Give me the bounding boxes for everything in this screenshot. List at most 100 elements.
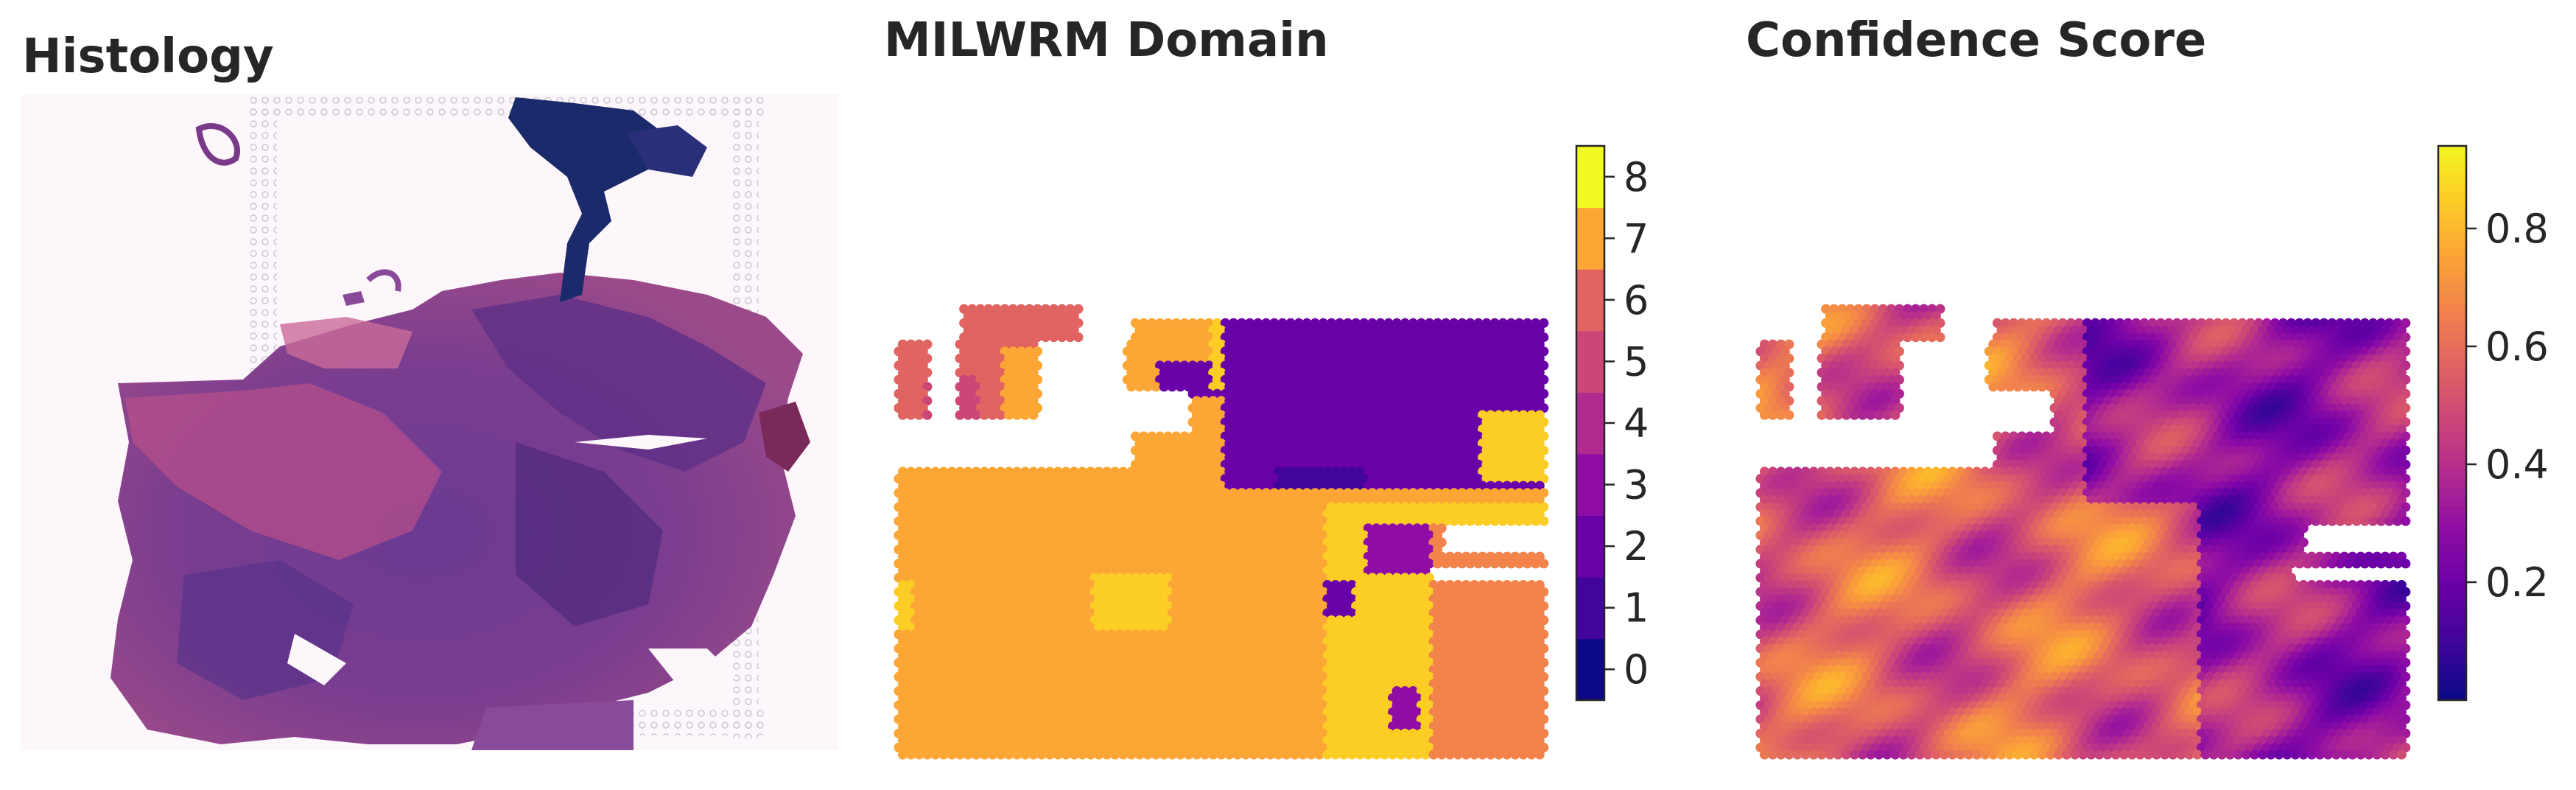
- domain-spot: [1498, 403, 1508, 413]
- domain-spot: [934, 742, 944, 752]
- domain-spot: [1351, 332, 1361, 343]
- domain-spot: [951, 742, 961, 752]
- domain-spot: [1192, 438, 1202, 449]
- domain-spot: [1220, 374, 1230, 385]
- domain-spot: [1506, 318, 1516, 328]
- domain-spot: [1077, 679, 1087, 689]
- domain-spot: [1016, 671, 1026, 682]
- domain-spot: [1053, 665, 1063, 675]
- domain-spot: [1204, 516, 1214, 526]
- domain-spot: [967, 615, 978, 626]
- domain-spot: [979, 693, 989, 703]
- domain-spot: [1208, 707, 1218, 717]
- domain-spot: [1424, 615, 1435, 626]
- domain-spot: [1102, 679, 1112, 689]
- domain-spot: [1081, 474, 1092, 484]
- domain-spot: [1175, 509, 1185, 520]
- domain-spot: [1277, 360, 1288, 371]
- domain-spot: [967, 587, 978, 597]
- domain-spot: [1196, 629, 1206, 640]
- domain-spot: [1277, 502, 1288, 512]
- domain-spot: [1465, 615, 1475, 626]
- domain-spot: [1098, 573, 1108, 583]
- domain-spot: [1040, 573, 1051, 583]
- domain-spot: [1314, 665, 1324, 675]
- domain-spot: [1081, 516, 1092, 526]
- domain-spot: [1212, 714, 1222, 724]
- domain-spot: [922, 622, 933, 632]
- confidence-spot: [1853, 332, 1864, 343]
- domain-spot: [1085, 651, 1096, 661]
- domain-spot: [1539, 474, 1549, 484]
- domain-spot: [918, 403, 928, 413]
- domain-spot: [1281, 509, 1292, 520]
- domain-spot: [1261, 388, 1271, 399]
- domain-spot: [1126, 382, 1137, 392]
- domain-spot: [1175, 707, 1185, 717]
- domain-spot: [1526, 693, 1537, 703]
- domain-spot: [1363, 438, 1373, 449]
- domain-spot: [906, 679, 916, 689]
- confidence-spot: [2274, 353, 2284, 363]
- domain-spot: [894, 601, 904, 611]
- domain-spot: [1102, 693, 1112, 703]
- confidence-spot: [2237, 360, 2247, 371]
- domain-spot: [1420, 438, 1431, 449]
- domain-spot: [1489, 431, 1500, 441]
- domain-spot: [1449, 728, 1459, 738]
- domain-spot: [1391, 686, 1402, 696]
- domain-spot: [1167, 622, 1177, 632]
- domain-spot: [1122, 360, 1132, 371]
- domain-spot: [1290, 410, 1300, 420]
- domain-spot: [1253, 671, 1263, 682]
- domain-spot: [1318, 615, 1328, 626]
- domain-spot: [922, 636, 933, 646]
- domain-spot: [1147, 587, 1157, 597]
- domain-spot: [947, 735, 957, 746]
- domain-spot: [1224, 368, 1235, 378]
- domain-spot: [1200, 636, 1210, 646]
- confidence-spot: [1853, 318, 1864, 328]
- domain-spot: [1318, 318, 1328, 328]
- domain-spot: [1163, 742, 1173, 752]
- domain-spot: [1506, 742, 1516, 752]
- domain-spot: [1187, 714, 1198, 724]
- domain-spot: [1232, 622, 1243, 632]
- domain-spot: [1167, 325, 1177, 335]
- domain-spot: [1383, 388, 1394, 399]
- domain-spot: [1012, 494, 1022, 505]
- domain-spot: [1000, 714, 1010, 724]
- domain-spot: [1314, 551, 1324, 562]
- domain-spot: [1310, 587, 1320, 597]
- domain-spot: [1436, 749, 1447, 760]
- domain-spot: [1383, 417, 1394, 427]
- domain-spot: [979, 735, 989, 746]
- domain-spot: [1330, 452, 1341, 463]
- domain-spot: [1510, 452, 1520, 463]
- domain-spot: [975, 714, 986, 724]
- domain-spot: [1187, 488, 1198, 498]
- domain-spot: [902, 530, 912, 540]
- domain-spot: [1171, 360, 1182, 371]
- confidence-spot: [1837, 360, 1847, 371]
- domain-spot: [1032, 629, 1042, 640]
- domain-spot: [1371, 480, 1382, 491]
- domain-spot: [1424, 388, 1435, 399]
- domain-spot: [1089, 728, 1100, 738]
- domain-spot: [992, 318, 1002, 328]
- domain-spot: [1094, 707, 1104, 717]
- domain-spot: [1237, 488, 1247, 498]
- domain-spot: [1245, 545, 1255, 555]
- domain-spot: [963, 565, 973, 576]
- domain-spot: [1363, 325, 1373, 335]
- domain-spot: [1212, 601, 1222, 611]
- colorbar-segment: [1576, 269, 1604, 332]
- domain-spot: [1436, 721, 1447, 732]
- domain-spot: [1081, 742, 1092, 752]
- domain-spot: [1486, 452, 1496, 463]
- confidence-spot: [2090, 332, 2101, 343]
- confidence-spot: [2245, 332, 2256, 343]
- domain-spot: [1359, 601, 1369, 611]
- domain-spot: [1400, 629, 1410, 640]
- domain-spot: [967, 545, 978, 555]
